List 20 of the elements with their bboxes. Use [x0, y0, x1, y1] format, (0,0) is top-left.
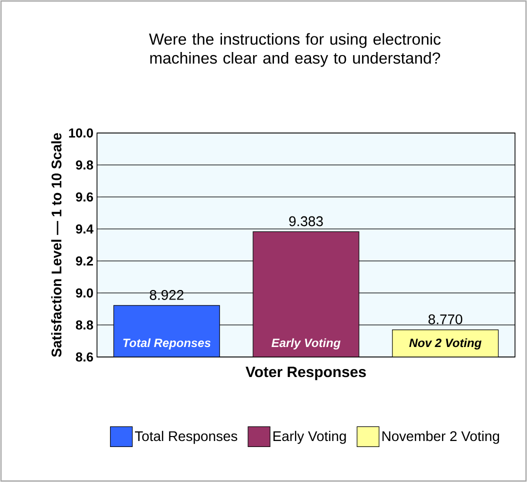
data-label: 9.383	[289, 216, 323, 226]
legend-label: November 2 Voting	[382, 430, 500, 444]
data-label: 8.922	[150, 290, 184, 300]
y-tick-label: 8.8	[76, 320, 94, 330]
y-tick-label: 9.0	[76, 288, 93, 298]
y-tick-label: 8.6	[76, 352, 94, 362]
x-tick-label: Total Reponses	[123, 338, 211, 350]
chart-title: Were the instructions for using electronic machines clear and easy to understand?	[149, 33, 441, 67]
y-axis-title: Satisfaction Level — 1 to 10 Scale	[51, 133, 62, 357]
x-tick-label: Early Voting	[272, 338, 340, 350]
data-label: 8.770	[428, 314, 462, 324]
y-tick-label: 10.0	[69, 128, 93, 138]
x-tick-label: Nov 2 Voting	[409, 338, 482, 350]
y-tick-label: 9.4	[76, 224, 94, 234]
legend-label: Total Responses	[134, 430, 238, 444]
y-tick-label: 9.6	[76, 192, 94, 202]
legend-label: Early Voting	[273, 430, 346, 444]
y-tick-label: 9.8	[76, 160, 94, 170]
y-tick-label: 9.2	[76, 256, 93, 266]
x-axis-title: Voter Responses	[246, 366, 366, 380]
